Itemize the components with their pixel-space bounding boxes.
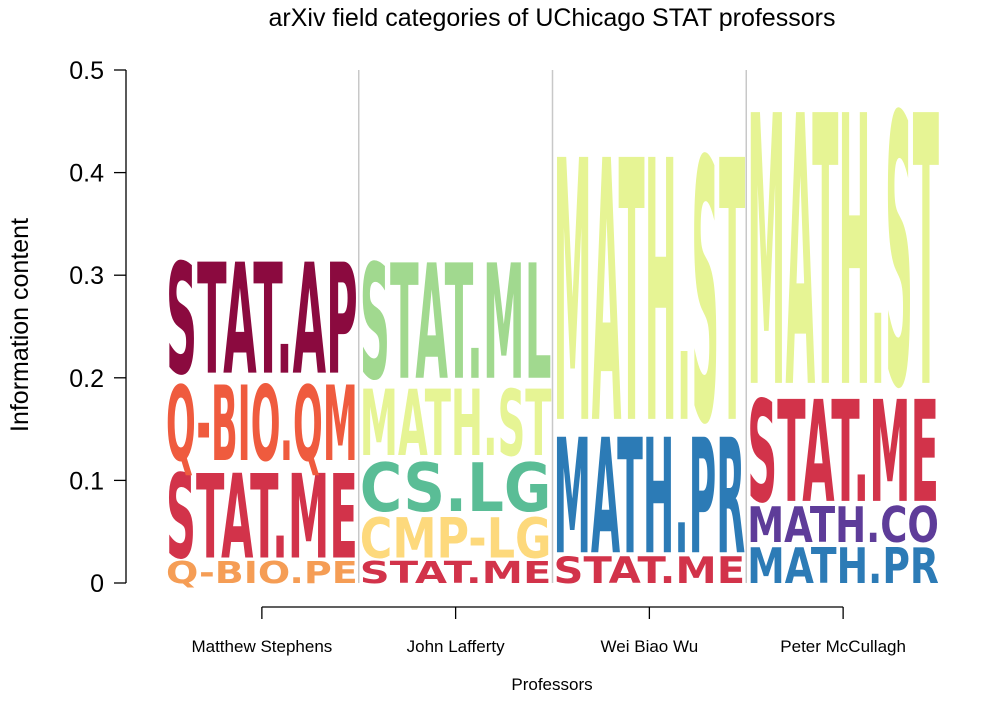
x-tick-label: John Lafferty bbox=[407, 637, 505, 656]
logo-letter-block: MATH.CO bbox=[747, 498, 939, 554]
logo-letter-block: MATH.PR bbox=[747, 539, 939, 595]
y-axis-label: Information content bbox=[6, 218, 34, 432]
logo-letter-block: STAT.ML bbox=[360, 232, 552, 417]
y-tick-label: 0 bbox=[90, 570, 104, 598]
x-tick-label: Wei Biao Wu bbox=[601, 637, 699, 656]
y-tick-label: 0.5 bbox=[69, 57, 104, 85]
x-tick-label: Matthew Stephens bbox=[191, 637, 332, 656]
y-tick-label: 0.1 bbox=[69, 467, 104, 495]
chart-title: arXiv field categories of UChicago STAT … bbox=[269, 4, 836, 32]
logo-letter-block: STAT.ME bbox=[166, 450, 358, 586]
logo-columns: Q-BIO.PESTAT.MEQ-BIO.QMSTAT.APSTAT.MECMP… bbox=[166, 40, 939, 596]
x-axis-label: Professors bbox=[511, 675, 592, 694]
logo-letter-block: MATH.ST bbox=[360, 370, 552, 477]
logo-letter-block: STAT.AP bbox=[166, 233, 358, 410]
logo-letter-block: MATH.PR bbox=[554, 406, 746, 590]
y-tick-label: 0.4 bbox=[69, 160, 104, 188]
logo-letter-block: CMP-LG bbox=[360, 507, 552, 571]
logo-letter-block: MATH.ST bbox=[554, 87, 746, 505]
column-separators bbox=[358, 70, 747, 583]
y-tick-label: 0.2 bbox=[69, 365, 104, 393]
logo-letter-block: MATH.ST bbox=[747, 40, 939, 472]
logo-letter-block: CS.LG bbox=[360, 449, 552, 527]
x-tick-label: Peter McCullagh bbox=[780, 637, 906, 656]
logo-letter-block: STAT.ME bbox=[554, 550, 746, 592]
logo-letter-block: Q-BIO.PE bbox=[166, 556, 358, 591]
logo-letter-block: STAT.ME bbox=[360, 555, 552, 591]
y-tick-label: 0.3 bbox=[69, 262, 104, 290]
y-axis: 0 0.1 0.2 0.3 0.4 0.5 bbox=[69, 57, 127, 598]
x-axis: Matthew Stephens John Lafferty Wei Biao Wu… bbox=[191, 606, 906, 656]
logo-letter-block: STAT.ME bbox=[747, 372, 939, 535]
logo-letter-block: Q-BIO.QM bbox=[166, 365, 358, 486]
